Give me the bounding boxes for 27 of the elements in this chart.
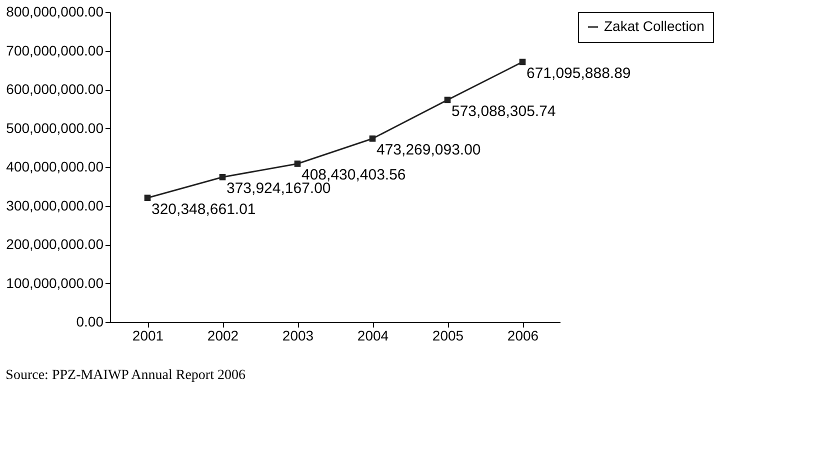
- data-label: 671,095,888.89: [526, 64, 631, 82]
- point: [219, 174, 226, 180]
- data-label: 573,088,305.74: [452, 102, 556, 120]
- y-tick-label: 0.00: [76, 314, 104, 330]
- y-tick-label: 200,000,000.00: [6, 236, 104, 252]
- y-tick-label: 500,000,000.00: [6, 120, 104, 136]
- y-tick-label: 800,000,000.00: [6, 4, 104, 20]
- point: [519, 58, 526, 66]
- x-tick-label: 2002: [207, 328, 239, 344]
- x-tick-label: 2004: [357, 328, 389, 344]
- point: [294, 160, 301, 167]
- source-note: Source: PPZ-MAIWP Annual Report 2006: [6, 368, 246, 383]
- y-tick-label: 300,000,000.00: [6, 197, 104, 214]
- y-tick-label: 600,000,000.00: [6, 81, 104, 97]
- x-tick-label: 2001: [132, 328, 164, 344]
- x-tick-label: 2005: [432, 328, 464, 344]
- point: [444, 96, 451, 104]
- x-tick-label: 2006: [507, 328, 539, 344]
- data-label: 320,348,661.01: [152, 200, 256, 218]
- legend-label: Zakat Collection: [604, 18, 704, 34]
- point: [369, 135, 376, 142]
- point: [144, 194, 151, 202]
- data-label: 473,269,093.00: [376, 142, 481, 159]
- y-tick-label: 400,000,000.00: [6, 158, 104, 174]
- x-tick-label: 2003: [282, 328, 314, 344]
- y-tick-label: 100,000,000.00: [6, 274, 104, 291]
- y-tick-label: 700,000,000.00: [6, 42, 104, 58]
